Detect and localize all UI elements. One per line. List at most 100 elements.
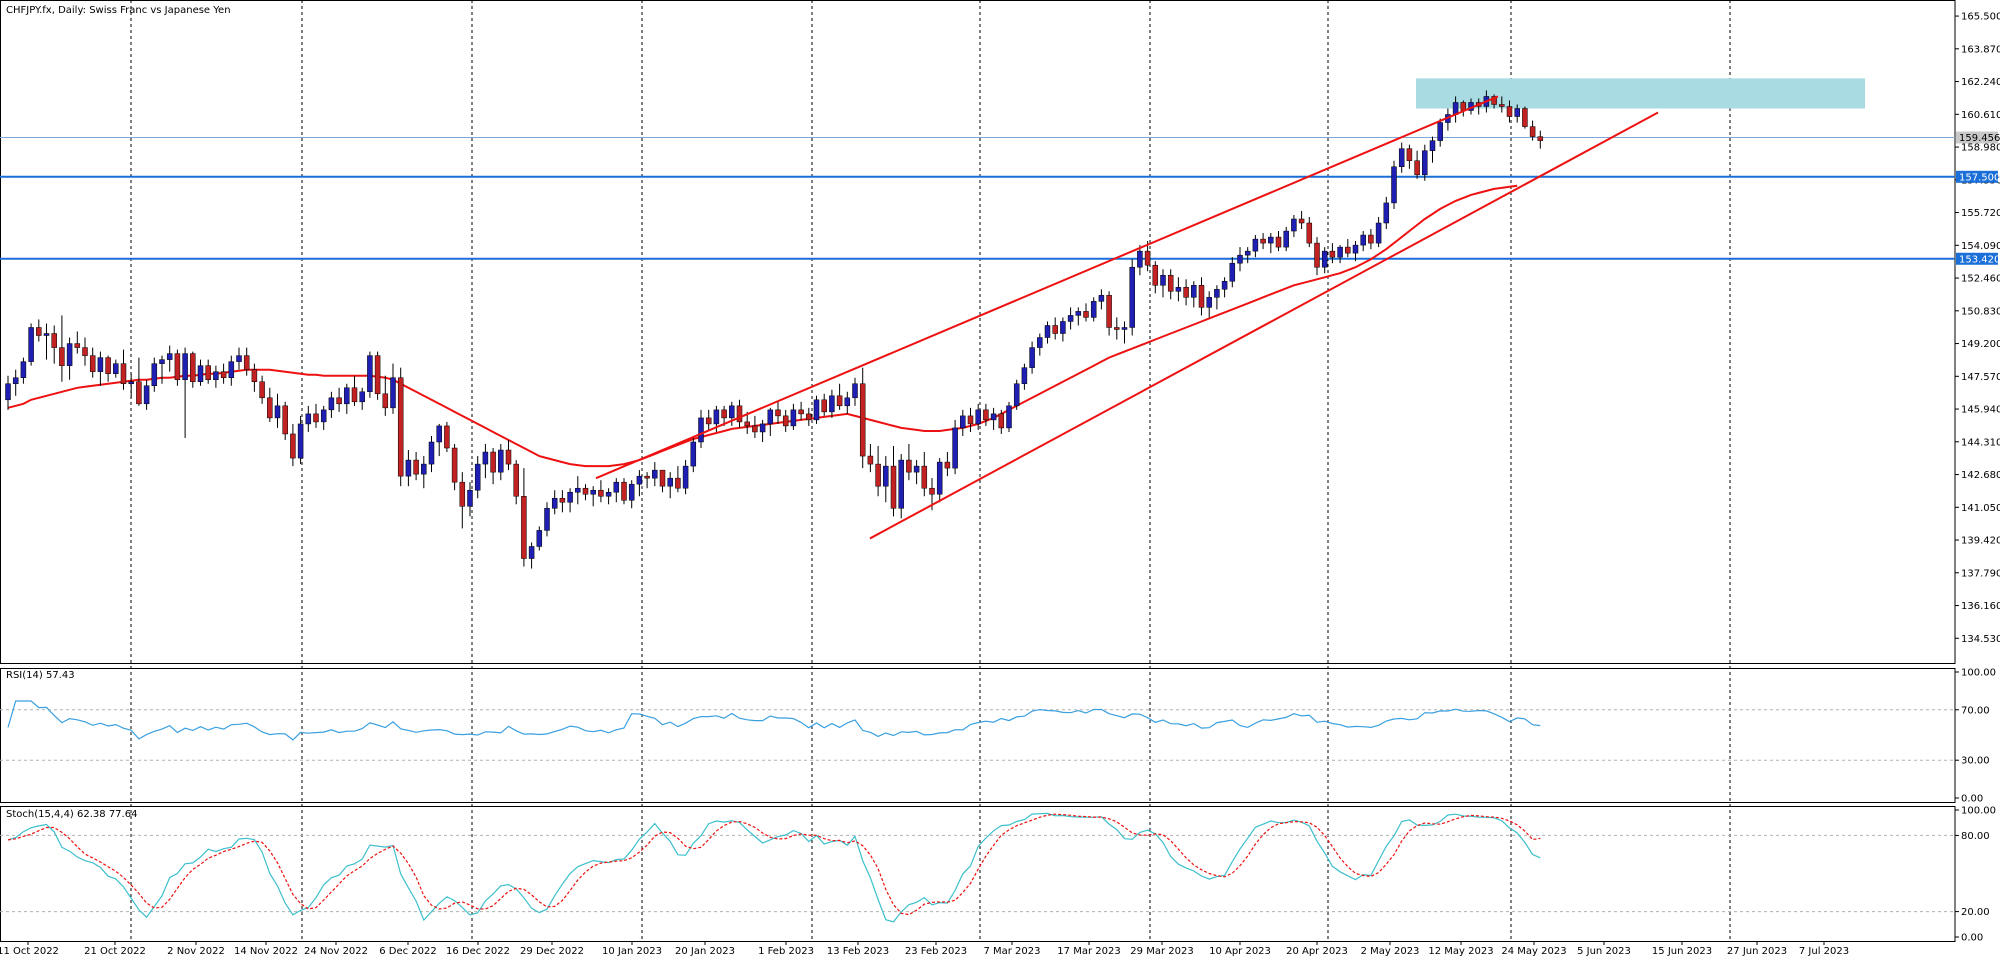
- bull-candle: [213, 371, 219, 380]
- chart-title: CHFJPY.fx, Daily: Swiss Franc vs Japanes…: [6, 5, 231, 16]
- bull-candle: [1075, 311, 1082, 316]
- price-axis-label: 163.870: [1961, 44, 2000, 55]
- bull-candle: [952, 427, 958, 469]
- price-axis-label: 160.610: [1961, 110, 2000, 121]
- date-axis-label: 10 Jan 2023: [602, 946, 662, 957]
- bull-candle: [1360, 234, 1366, 246]
- bear-candle: [582, 487, 589, 495]
- bear-candle: [806, 413, 812, 421]
- bear-candle: [1183, 287, 1189, 298]
- bear-candle: [413, 459, 419, 475]
- bull-candle: [551, 498, 558, 509]
- bear-candle: [120, 363, 127, 384]
- date-axis-label: 20 Jan 2023: [675, 946, 735, 957]
- bull-candle: [1021, 367, 1028, 384]
- bear-candle: [1152, 264, 1159, 286]
- label-layer: 157.500 153.420 159.456: [1956, 131, 2000, 265]
- bear-candle: [644, 475, 650, 479]
- rsi-panel-frame: [0, 668, 1956, 803]
- bull-candle: [467, 489, 473, 507]
- bear-candle: [59, 347, 65, 366]
- bear-candle: [451, 447, 458, 483]
- bear-candle: [1460, 102, 1467, 111]
- bear-candle: [74, 343, 81, 348]
- bull-candle: [1037, 337, 1043, 348]
- bear-candle: [798, 409, 804, 415]
- bull-candle: [852, 383, 858, 399]
- trend-layer[interactable]: [595, 95, 1659, 540]
- bear-candle: [521, 495, 527, 559]
- bull-candle: [1129, 266, 1135, 328]
- price-axis-label: 147.570: [1961, 372, 2000, 383]
- trend-line-upper[interactable]: [595, 95, 1499, 480]
- date-axis-label: 27 Jun 2023: [1727, 946, 1787, 957]
- price-axis-label: 145.940: [1961, 405, 2000, 416]
- stoch-panel-frame: [0, 806, 1956, 942]
- stoch-axis-label: 80.00: [1961, 831, 1990, 842]
- bear-candle: [875, 463, 881, 487]
- grid-layer: [0, 0, 1956, 942]
- bear-candle: [836, 395, 843, 407]
- bull-candle: [1160, 274, 1166, 286]
- bull-candle: [20, 361, 27, 378]
- trend-line-lower[interactable]: [869, 111, 1659, 540]
- bull-candle: [344, 387, 350, 405]
- bull-candle: [1321, 250, 1328, 268]
- price-axis-label: 137.790: [1961, 568, 2000, 579]
- bull-candle: [151, 363, 158, 386]
- bull-candle: [1391, 166, 1397, 204]
- bear-candle: [867, 455, 874, 465]
- resistance-zone: [1416, 78, 1865, 109]
- bull-candle: [1383, 202, 1390, 224]
- bear-candle: [721, 409, 727, 419]
- hline-layer[interactable]: [0, 137, 1955, 260]
- bull-candle: [1090, 301, 1097, 318]
- bear-candle: [736, 405, 743, 423]
- bear-candle: [1537, 136, 1544, 141]
- bear-candle: [374, 355, 381, 395]
- bear-candle: [1260, 238, 1266, 244]
- date-axis-label: 10 Apr 2023: [1209, 946, 1271, 957]
- bear-candle: [944, 461, 951, 469]
- bull-candle: [1437, 122, 1443, 141]
- bear-candle: [397, 377, 404, 477]
- bear-candle: [921, 465, 928, 489]
- bear-candle: [1506, 106, 1513, 117]
- stoch-signal-line: [7, 813, 1541, 916]
- bull-candle: [636, 475, 643, 485]
- bull-candle: [43, 333, 50, 336]
- date-axis-label: 20 Apr 2023: [1286, 946, 1348, 957]
- price-level-tag-label: 153.420: [1959, 254, 2000, 265]
- bull-candle: [320, 409, 327, 423]
- price-axis-label: 134.530: [1961, 634, 2000, 645]
- bull-candle: [1044, 325, 1051, 338]
- date-axis-label: 16 Dec 2022: [446, 946, 510, 957]
- stoch-layer: 100.00 80.00 20.00 0.00: [0, 806, 1996, 944]
- bull-candle: [767, 409, 774, 425]
- stoch-main-line: [7, 812, 1541, 923]
- bull-candle: [567, 491, 573, 503]
- bull-candle: [1514, 108, 1520, 117]
- bull-candle: [898, 459, 904, 509]
- date-axis-label: 29 Dec 2022: [520, 946, 584, 957]
- bull-candle: [128, 381, 134, 384]
- price-axis-label: 154.090: [1961, 241, 2000, 252]
- bear-candle: [1083, 311, 1089, 318]
- price-axis-label: 139.420: [1961, 536, 2000, 547]
- bear-candle: [259, 381, 265, 399]
- bull-candle: [1006, 405, 1012, 429]
- bull-candle: [960, 415, 966, 429]
- bear-candle: [1298, 218, 1305, 224]
- date-axis-label: 23 Feb 2023: [905, 946, 967, 957]
- bull-candle: [613, 481, 620, 493]
- bear-candle: [859, 383, 866, 457]
- bull-candle: [1268, 236, 1274, 244]
- bull-candle: [197, 365, 204, 382]
- bear-candle: [559, 498, 566, 503]
- bull-candle: [182, 353, 188, 380]
- bull-candle: [844, 397, 851, 407]
- price-axis-label: 165.500: [1961, 12, 2000, 23]
- bull-candle: [66, 343, 73, 366]
- price-axis-label: 142.680: [1961, 470, 2000, 481]
